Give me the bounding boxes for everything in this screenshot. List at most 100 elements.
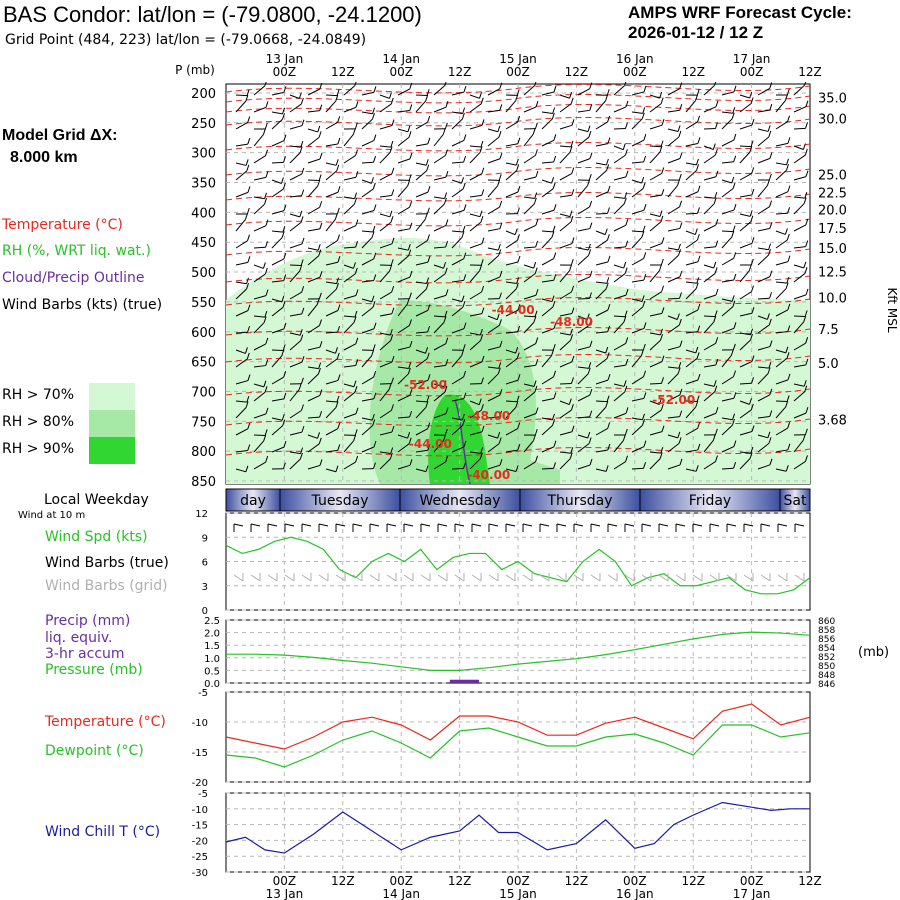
wind-barb-flag xyxy=(425,282,429,290)
wind-barb-flag xyxy=(355,149,358,156)
wind-barb-flag xyxy=(570,215,574,223)
wind-barb-flag xyxy=(299,210,303,218)
wind-barb xyxy=(397,434,408,439)
wind-barb-flag xyxy=(642,413,645,420)
wind-barb-flag xyxy=(463,86,467,93)
bottom-date-tick: 14 Jan xyxy=(382,887,420,900)
wind-barb-flag xyxy=(714,267,718,274)
wind-barb xyxy=(775,427,788,436)
wind-barb-flag xyxy=(533,434,536,441)
wind-barb-flag xyxy=(479,210,483,217)
wind-barb xyxy=(775,349,787,354)
wind-barb-flag xyxy=(389,452,393,460)
wind-barb-flag xyxy=(480,334,484,341)
wind-barb-flag xyxy=(732,182,736,189)
wind-barb xyxy=(793,127,806,130)
legend-wind-barbs: Wind Barbs (kts) (true) xyxy=(2,297,163,313)
wind-barb-flag xyxy=(445,170,449,178)
wind-barb-flag xyxy=(337,444,341,451)
wind-barb-flag xyxy=(481,189,485,196)
wind-barb xyxy=(739,103,752,113)
wind-barb-flag xyxy=(787,137,791,144)
wind-barb-flag xyxy=(425,401,429,408)
wind-barb-flag xyxy=(769,292,773,299)
wind-barb-flag xyxy=(605,346,609,354)
wind-barb-flag xyxy=(553,155,557,163)
wind-barb xyxy=(703,203,715,215)
weekday-label: Sat xyxy=(784,493,807,509)
wind-barb-flag xyxy=(409,222,413,229)
wind-barb-flag xyxy=(605,94,609,101)
wind-barb xyxy=(325,261,339,266)
wind-barb xyxy=(343,203,355,215)
wind-barb xyxy=(325,407,337,419)
top-date-tick: 16 Jan xyxy=(616,52,654,66)
wind-barb xyxy=(541,424,553,436)
wind-barb-flag xyxy=(552,343,556,351)
legend-dewpoint: Dewpoint (°C) xyxy=(45,743,144,759)
wind-barb xyxy=(541,118,553,130)
wind-barb-flag xyxy=(624,192,628,199)
wind-barb-flag xyxy=(499,410,503,418)
wind-barb xyxy=(739,361,753,368)
top-date-tick: 14 Jan xyxy=(382,52,420,66)
wind-barb-flag xyxy=(337,234,340,241)
wind-barb-flag xyxy=(535,289,539,296)
legend-wind-chill: Wind Chill T (°C) xyxy=(45,824,161,840)
wind-barb xyxy=(433,176,447,181)
surface-wind-barb xyxy=(386,523,397,527)
wind-barb xyxy=(307,206,320,215)
wind-barb xyxy=(505,379,519,385)
wind-barb-flag xyxy=(426,395,430,403)
wind-barb xyxy=(487,464,501,470)
wind-barb-flag xyxy=(733,133,737,141)
wind-barb-flag xyxy=(713,315,717,323)
pressure-tick-label: 850 xyxy=(818,662,835,672)
wind-barb xyxy=(451,298,463,303)
bottom-date-tick: 13 Jan xyxy=(266,887,304,900)
wind-barb-flag xyxy=(479,264,483,271)
wind-barb xyxy=(613,391,626,402)
wind-barb xyxy=(541,179,552,184)
wind-barb-flag xyxy=(246,164,250,172)
wind-barb-flag xyxy=(643,273,647,281)
wind-barb xyxy=(721,188,734,198)
wind-barb-flag xyxy=(569,328,573,336)
wind-barb-flag xyxy=(658,398,662,405)
wind-barb xyxy=(721,376,734,385)
wind-barb-flag xyxy=(678,130,682,138)
wind-barb xyxy=(397,443,410,453)
wind-barb-flag xyxy=(607,185,611,193)
wind-barb-flag xyxy=(678,362,682,369)
wind-barb-flag xyxy=(661,425,665,432)
wind-barb-flag xyxy=(805,100,809,107)
wind-barb-flag xyxy=(677,431,681,439)
pressure-tick-label: 450 xyxy=(191,236,216,251)
chill-tick-label: -30 xyxy=(192,868,208,879)
wind-barb xyxy=(775,468,787,472)
wind-barb-flag xyxy=(283,274,287,281)
wind-barb-flag xyxy=(389,146,393,153)
precip-tick-label: 1.0 xyxy=(204,654,220,665)
wind-barb xyxy=(361,279,374,283)
wind-barb xyxy=(703,461,716,470)
wind-barb-flag xyxy=(517,304,521,311)
wind-barb-flag xyxy=(532,128,536,135)
wind-barb-flag xyxy=(390,259,394,266)
wind-barb xyxy=(325,191,339,198)
wind-barb xyxy=(775,169,787,181)
wind-barb xyxy=(613,224,627,232)
wind-barb xyxy=(379,431,393,436)
wind-barb-flag xyxy=(625,407,629,414)
wind-barb-flag xyxy=(373,86,377,93)
wind-barb xyxy=(595,309,609,317)
wind-barb-flag xyxy=(390,140,394,148)
wind-barb-flag xyxy=(678,437,682,444)
wind-barb xyxy=(595,230,606,236)
wind-barb xyxy=(667,185,678,198)
wind-barb xyxy=(487,128,499,133)
wind-barb-flag xyxy=(697,303,701,311)
wind-barb-flag xyxy=(283,392,287,400)
wind-barb xyxy=(307,255,320,266)
wind-barb-flag xyxy=(444,122,448,129)
